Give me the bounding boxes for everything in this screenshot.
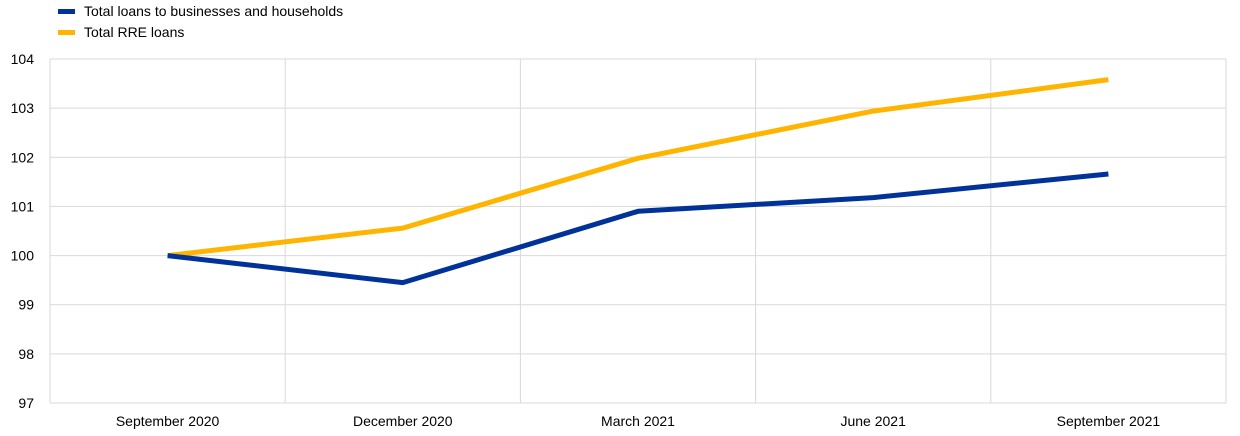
legend-swatch-total-loans <box>58 8 75 14</box>
x-tick-label: September 2020 <box>116 413 220 429</box>
y-tick-label: 97 <box>18 395 34 411</box>
x-tick-label: December 2020 <box>353 413 453 429</box>
y-tick-label: 101 <box>11 198 35 214</box>
legend-item-total-loans: Total loans to businesses and households <box>58 0 343 21</box>
series-line <box>167 77 1109 259</box>
y-tick-label: 103 <box>11 100 35 116</box>
y-tick-label: 102 <box>11 149 35 165</box>
y-tick-label: 104 <box>11 51 35 67</box>
x-tick-label: March 2021 <box>601 413 675 429</box>
y-tick-label: 98 <box>18 346 34 362</box>
legend-swatch-rre-loans <box>58 29 75 35</box>
series-line <box>167 171 1109 286</box>
x-tick-label: September 2021 <box>1057 413 1161 429</box>
y-tick-label: 99 <box>18 297 34 313</box>
y-tick-label: 100 <box>11 248 35 264</box>
legend-label-rre-loans: Total RRE loans <box>84 23 185 40</box>
x-tick-label: June 2021 <box>840 413 906 429</box>
legend-label-total-loans: Total loans to businesses and households <box>84 2 344 19</box>
legend: Total loans to businesses and households… <box>58 0 343 42</box>
legend-item-rre-loans: Total RRE loans <box>58 21 343 42</box>
